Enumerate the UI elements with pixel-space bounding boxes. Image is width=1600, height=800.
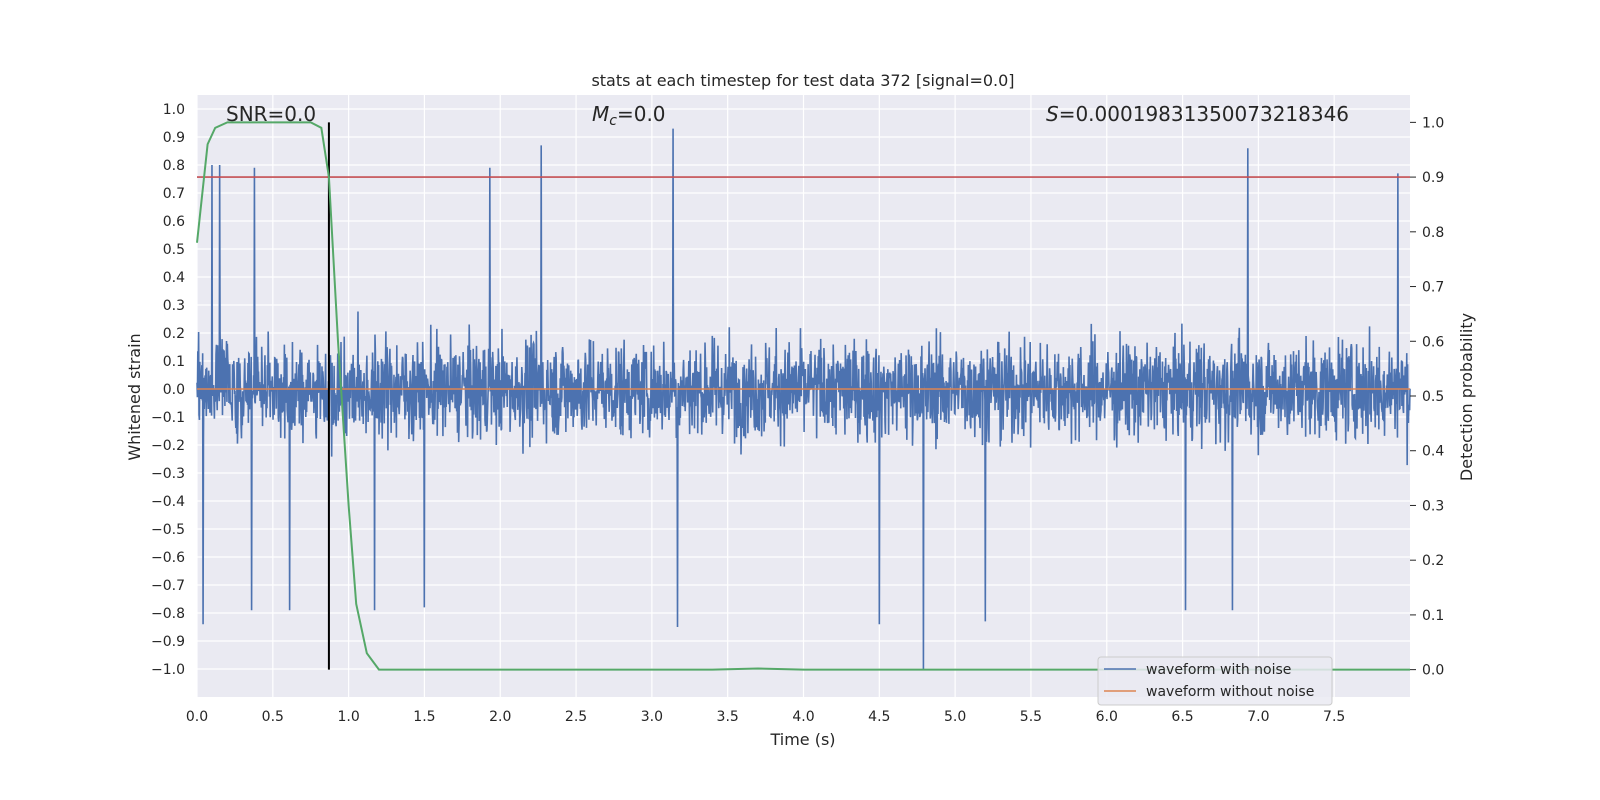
y-tick-label: 1.0 [163,102,185,118]
x-axis-label: Time (s) [769,730,835,749]
y-tick-label: 0.9 [163,130,185,146]
y-tick-label: −0.2 [151,438,185,454]
x-tick-label: 4.5 [868,709,890,725]
y-right-tick-label: 0.2 [1422,553,1444,569]
snr-statistic-annotation: S=0.00019831350073218346 [1046,102,1349,126]
x-tick-label: 7.5 [1323,709,1345,725]
x-tick-label: 6.5 [1171,709,1193,725]
y-tick-label: 0.6 [163,214,185,230]
y-tick-label: −0.4 [151,494,185,510]
y-right-tick-label: 0.8 [1422,225,1444,241]
y-tick-label: 0.2 [163,326,185,342]
y-ticks-right: 1.0 0.9 0.8 0.7 0.6 0.5 0.4 0.3 0.2 0.1 0.0 [1410,115,1444,679]
x-tick-label: 2.5 [565,709,587,725]
chirp-mass-annotation: Mc=0.0 [592,102,666,129]
chirp-mass-value: =0.0 [617,102,666,126]
detection-probability-line [196,121,1410,671]
x-tick-label: 3.5 [717,709,739,725]
y-tick-label: −1.0 [151,662,185,678]
y-right-tick-label: 0.5 [1422,389,1444,405]
y-tick-label: −0.8 [151,606,185,622]
x-tick-label: 0.5 [262,709,284,725]
x-tick-label: 4.0 [792,709,814,725]
plot-area [196,121,1411,671]
y-tick-label: 0.3 [163,298,185,314]
legend-label-clean: waveform without noise [1146,684,1314,700]
x-tick-label: 1.5 [413,709,435,725]
y-right-tick-label: 0.6 [1422,334,1444,350]
y-right-tick-label: 0.7 [1422,280,1444,296]
y-tick-label: 0.0 [163,382,185,398]
x-tick-label: 3.0 [641,709,663,725]
x-tick-label: 2.0 [489,709,511,725]
y-right-tick-label: 0.0 [1422,663,1444,679]
x-tick-label: 0.0 [186,709,208,725]
x-tick-label: 7.0 [1247,709,1269,725]
y-tick-label: 0.7 [163,186,185,202]
y-axis-label: Whitened strain [125,333,144,460]
chart-title: stats at each timestep for test data 372… [591,71,1014,90]
x-tick-label: 5.5 [1020,709,1042,725]
y-right-tick-label: 0.4 [1422,444,1444,460]
y-tick-label: 0.5 [163,242,185,258]
statistic-value: =0.00019831350073218346 [1059,102,1349,126]
chirp-mass-subscript: c [609,113,617,129]
snr-annotation: SNR=0.0 [226,102,316,126]
x-tick-label: 5.0 [944,709,966,725]
y-tick-label: 0.1 [163,354,185,370]
y-tick-label: −0.1 [151,410,185,426]
y-right-tick-label: 0.9 [1422,170,1444,186]
x-tick-label: 6.0 [1096,709,1118,725]
y-tick-label: 0.4 [163,270,185,286]
chirp-mass-symbol: M [592,102,609,126]
y-right-tick-label: 1.0 [1422,115,1444,131]
waveform-with-noise-line [196,128,1411,670]
legend-label-noise: waveform with noise [1146,662,1291,678]
legend-box [1097,656,1333,706]
y-tick-label: −0.5 [151,522,185,538]
y-tick-label: 0.8 [163,158,185,174]
y-right-tick-label: 0.3 [1422,498,1444,514]
y-tick-label: −0.6 [151,550,185,566]
y-tick-label: −0.9 [151,634,185,650]
y-axis-right-label: Detection probability [1457,313,1476,481]
statistic-symbol: S [1046,102,1059,126]
y-tick-label: −0.3 [151,466,185,482]
y-right-tick-label: 0.1 [1422,608,1444,624]
legend: waveform with noise waveform without noi… [1097,656,1333,706]
y-tick-label: −0.7 [151,578,185,594]
x-ticks: 0.0 0.5 1.0 1.5 2.0 2.5 3.0 3.5 4.0 4.5 5.0 5.5 6.0 6… [186,709,1345,725]
y-ticks-left: 1.0 0.9 0.8 0.7 0.6 0.5 0.4 0.3 0.2 0.1 0.0 −0.1 −0.… [151,102,185,678]
x-tick-label: 1.0 [337,709,359,725]
